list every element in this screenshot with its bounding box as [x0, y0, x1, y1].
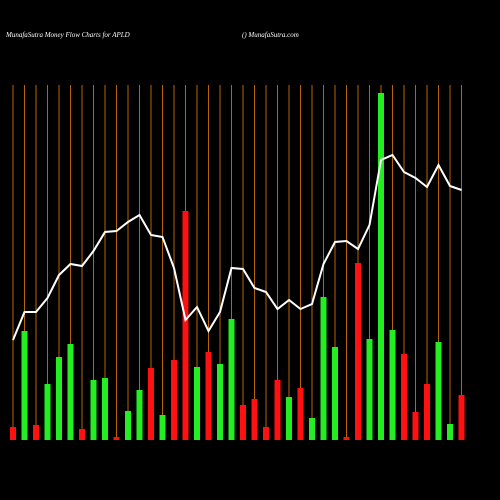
bar — [182, 211, 189, 440]
bar — [125, 411, 131, 440]
bar — [401, 354, 407, 440]
bar — [424, 384, 430, 440]
bar — [251, 399, 258, 440]
bar — [33, 425, 39, 440]
bar — [343, 437, 350, 440]
trend-line — [12, 153, 462, 341]
bar — [102, 378, 108, 440]
bar — [355, 263, 361, 440]
bar — [412, 412, 419, 440]
bar — [389, 330, 396, 440]
bar — [171, 360, 177, 440]
bar — [10, 427, 16, 440]
bar — [136, 390, 143, 440]
bar — [286, 397, 292, 440]
bar — [309, 418, 315, 440]
bar — [332, 347, 338, 440]
bar — [458, 395, 465, 440]
bar — [205, 352, 212, 440]
bar — [44, 384, 51, 440]
bar — [447, 424, 453, 440]
bar — [435, 342, 442, 440]
bar — [159, 415, 166, 440]
bar — [378, 93, 384, 440]
bar — [194, 367, 200, 440]
bar — [240, 405, 246, 440]
bar — [366, 339, 373, 440]
bar — [56, 357, 62, 440]
bar — [79, 429, 85, 440]
bar — [228, 319, 235, 440]
bar — [21, 331, 28, 440]
bar — [67, 344, 74, 440]
bar — [297, 388, 304, 440]
chart-subtitle: () MunafaSutra.com — [242, 31, 299, 39]
bar — [90, 380, 97, 440]
chart-title: MunafaSutra Money Flow Charts for APLD — [5, 31, 130, 39]
bar — [113, 437, 120, 440]
bar — [148, 368, 154, 440]
bar — [263, 427, 269, 440]
bar — [217, 364, 223, 440]
bar — [320, 297, 327, 440]
bar — [274, 380, 281, 440]
